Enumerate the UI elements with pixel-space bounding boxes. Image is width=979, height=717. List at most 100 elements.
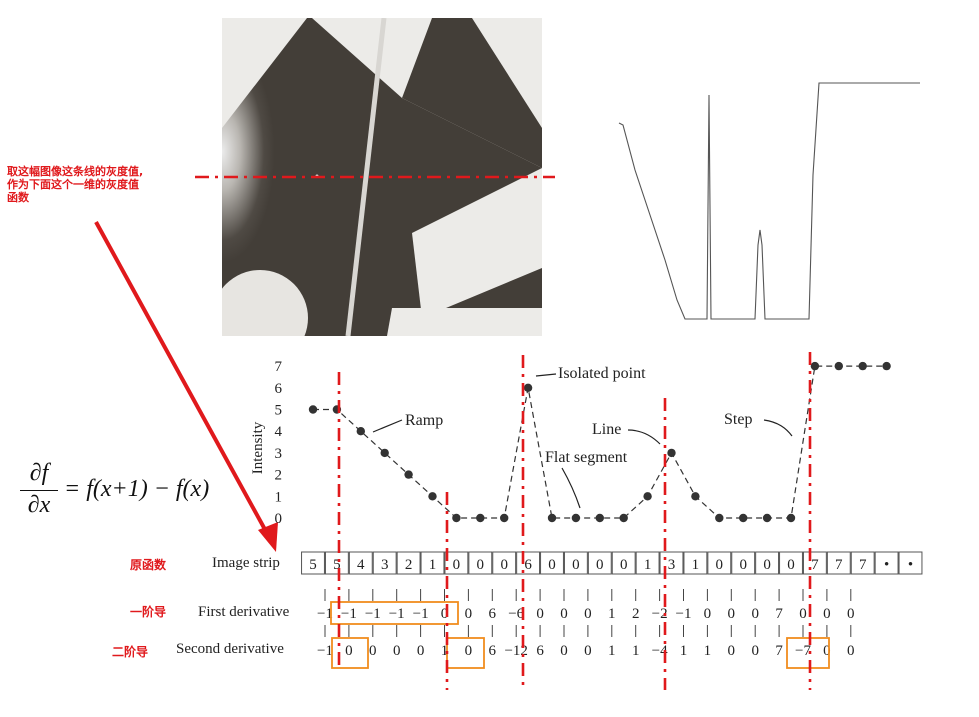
label-first-derivative-cn: 一阶导	[130, 605, 167, 619]
intensity-point	[858, 361, 867, 371]
second-derivative-value: 1	[704, 643, 712, 659]
highlight-box	[330, 601, 459, 625]
intensity-point	[715, 513, 724, 523]
label-second-derivative: Second derivative	[176, 641, 284, 657]
first-derivative-value: 0	[728, 606, 736, 622]
second-derivative-value: 0	[345, 643, 353, 659]
image-strip-value: 4	[357, 557, 365, 573]
formula-rhs: = f(x+1) − f(x)	[64, 476, 210, 502]
image-strip-value: 0	[763, 557, 771, 573]
image-strip-cell	[396, 551, 421, 575]
annotation-ramp: Ramp	[405, 412, 443, 429]
intensity-point	[667, 448, 676, 458]
second-derivative-value: −1	[317, 643, 333, 659]
intensity-point	[739, 513, 748, 523]
image-strip-value: 0	[477, 557, 485, 573]
label-original-cn: 原函数	[130, 558, 167, 572]
image-strip-value: 1	[429, 557, 437, 573]
image-strip-cell	[587, 551, 612, 575]
second-derivative-value: −4	[652, 643, 668, 659]
annotation-line-2: 作为下面这个一维的灰度值	[7, 178, 139, 191]
image-strip-cell	[563, 551, 588, 575]
image-strip-cell	[348, 551, 373, 575]
formula-numerator: ∂f	[29, 460, 49, 486]
image-strip-value: 7	[835, 557, 843, 573]
second-derivative-value: 0	[560, 643, 568, 659]
derivative-formula: ∂f ∂x = f(x+1) − f(x)	[20, 460, 240, 520]
image-strip-value: 0	[572, 557, 580, 573]
label-image-strip: Image strip	[212, 555, 280, 571]
intensity-point	[547, 513, 557, 523]
first-derivative-value: 0	[823, 606, 831, 622]
first-derivative-value: 2	[632, 606, 640, 622]
image-strip-cell	[372, 551, 397, 575]
y-tick-label: 0	[275, 511, 283, 527]
y-tick-label: 4	[275, 424, 283, 440]
first-derivative-value: 6	[489, 606, 497, 622]
y-tick-label: 1	[275, 489, 283, 505]
y-axis-label: Intensity	[250, 421, 266, 474]
second-derivative-value: 6	[489, 643, 497, 659]
image-strip-value: 0	[596, 557, 604, 573]
intensity-point	[428, 492, 437, 501]
first-derivative-value: −1	[317, 606, 333, 622]
first-derivative-value: 0	[465, 606, 473, 622]
second-derivative-value: 1	[441, 643, 449, 659]
second-derivative-value: 0	[823, 643, 831, 659]
second-derivative-value: 0	[465, 643, 473, 659]
intensity-point	[691, 492, 700, 501]
annotation-flat-segment: Flat segment	[545, 449, 628, 466]
y-axis-ticks: 0 1 2 3 4 5 6 7	[275, 359, 283, 527]
first-derivative-value: −2	[652, 606, 668, 622]
derivative-table: 5 5 4 3 2 1 0 0 0 6 0 0 0 0 1 3 1 0 0 0 0 7 7 7 • •−1 −1 −1 −1 −1 0 0 6−…	[301, 551, 923, 669]
image-strip-cell	[324, 551, 349, 575]
image-strip-cell	[850, 551, 875, 575]
first-derivative-value: 0	[536, 606, 544, 622]
intensity-point	[643, 492, 652, 501]
intensity-point	[571, 513, 581, 523]
first-derivative-value: −1	[365, 606, 381, 622]
second-derivative-value: 1	[680, 643, 688, 659]
intensity-point	[452, 513, 461, 523]
first-derivative-value: 0	[584, 606, 592, 622]
first-derivative-value: 7	[775, 606, 783, 622]
annotation-isolated-point: Isolated point	[558, 365, 646, 382]
second-derivative-value: 6	[536, 643, 544, 659]
line-leader	[627, 429, 661, 445]
first-derivative-value: 1	[608, 606, 616, 622]
label-first-derivative: First derivative	[198, 604, 290, 620]
intensity-profile-plot	[618, 82, 920, 320]
image-strip-cell	[301, 551, 325, 575]
intensity-point	[500, 513, 509, 523]
image-strip-value: 5	[309, 557, 317, 573]
second-derivative-value: −7	[795, 643, 811, 659]
image-strip-value: 7	[811, 557, 819, 573]
annotation-line-1: 取这幅图像这条线的灰度值,	[7, 165, 144, 178]
image-strip-value: 1	[692, 557, 700, 573]
first-derivative-value: −1	[413, 606, 429, 622]
image-strip-value: 3	[668, 557, 676, 573]
intensity-point	[380, 448, 389, 458]
image-strip-cell	[420, 551, 445, 575]
ramp-leader	[372, 419, 403, 433]
second-derivative-value: 0	[847, 643, 855, 659]
first-derivative-value: 0	[704, 606, 712, 622]
intensity-point	[356, 427, 365, 436]
formula-fraction-bar	[20, 490, 58, 491]
annotation-line: Line	[592, 421, 621, 438]
image-strip-value: 6	[524, 557, 532, 573]
image-strip-value: 5	[333, 557, 341, 573]
second-derivative-value: 1	[608, 643, 616, 659]
image-strip-value: 0	[548, 557, 556, 573]
image-strip-value: •	[908, 557, 913, 573]
image-strip-cell	[755, 551, 780, 575]
intensity-line	[313, 365, 887, 519]
second-derivative-value: 0	[584, 643, 592, 659]
image-strip-value: 0	[620, 557, 628, 573]
image-strip-cell	[635, 551, 660, 575]
second-derivative-value: 0	[369, 643, 377, 659]
intensity-point	[810, 361, 820, 371]
intensity-point	[619, 513, 628, 523]
image-strip-value: 0	[739, 557, 747, 573]
